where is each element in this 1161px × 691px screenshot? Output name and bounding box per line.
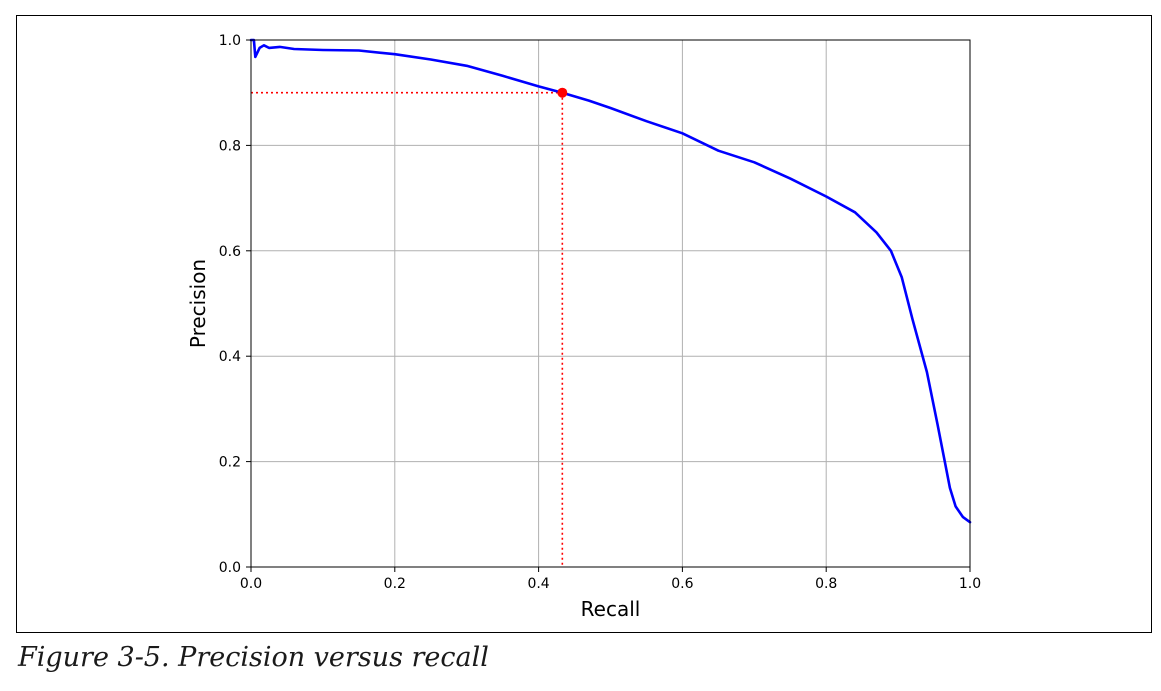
y-tick-label: 0.4	[219, 349, 241, 365]
axes-frame	[250, 39, 971, 568]
y-axis-title: Precision	[186, 259, 210, 348]
x-axis-title: Recall	[581, 597, 641, 621]
figure-frame	[16, 15, 1152, 633]
x-tick-label: 0.6	[671, 576, 693, 592]
tick-layer: 0.0 0.2 0.4 0.6 0.8 1.0 0.0 0.2 0.4 0.6 0.8 1.0	[219, 33, 981, 592]
y-tick-label: 0.2	[219, 455, 241, 471]
x-tick-label: 0.0	[240, 576, 262, 592]
y-tick-label: 0.6	[219, 244, 241, 260]
figure-caption: Figure 3-5. Precision versus recall	[18, 642, 489, 673]
guide-layer	[251, 91, 564, 567]
x-tick-label: 0.8	[815, 576, 837, 592]
x-tick-label: 0.4	[527, 576, 549, 592]
grid-layer	[250, 39, 971, 568]
threshold-point	[557, 87, 568, 98]
y-tick-label: 1.0	[219, 33, 241, 49]
y-tick-label: 0.8	[219, 138, 241, 154]
y-tick-label: 0.0	[219, 560, 241, 576]
x-tick-label: 0.2	[384, 576, 406, 592]
x-tick-label: 1.0	[959, 576, 981, 592]
precision-recall-curve	[249, 38, 972, 524]
series-layer	[249, 38, 972, 524]
